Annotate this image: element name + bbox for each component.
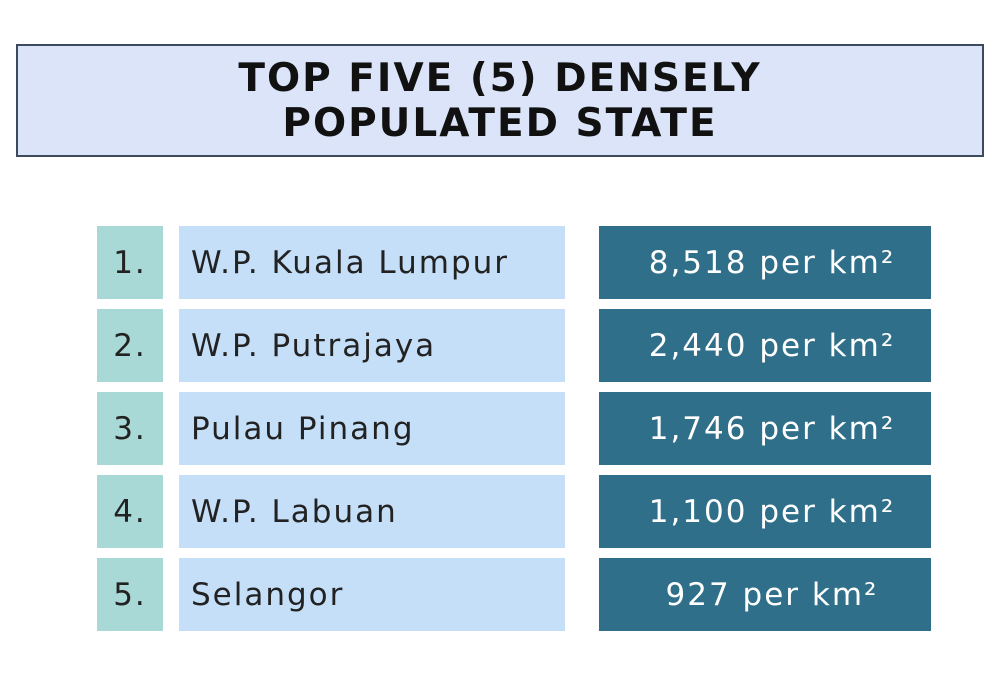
table-row: 5. Selangor 927 per km²	[0, 558, 1000, 631]
rank-cell: 1.	[97, 226, 163, 299]
density-cell: 2,440 per km²	[599, 309, 931, 382]
table-row: 1. W.P. Kuala Lumpur 8,518 per km²	[0, 226, 1000, 299]
state-cell: W.P. Kuala Lumpur	[179, 226, 565, 299]
title: TOP FIVE (5) DENSELY POPULATED STATE	[238, 55, 762, 146]
state-cell: W.P. Labuan	[179, 475, 565, 548]
rank-cell: 4.	[97, 475, 163, 548]
density-cell: 927 per km²	[599, 558, 931, 631]
state-cell: Selangor	[179, 558, 565, 631]
density-cell: 1,746 per km²	[599, 392, 931, 465]
rank-cell: 3.	[97, 392, 163, 465]
table-row: 4. W.P. Labuan 1,100 per km²	[0, 475, 1000, 548]
state-cell: Pulau Pinang	[179, 392, 565, 465]
rank-cell: 5.	[97, 558, 163, 631]
density-cell: 8,518 per km²	[599, 226, 931, 299]
table-row: 2. W.P. Putrajaya 2,440 per km²	[0, 309, 1000, 382]
title-box: TOP FIVE (5) DENSELY POPULATED STATE	[16, 44, 984, 157]
state-cell: W.P. Putrajaya	[179, 309, 565, 382]
rank-cell: 2.	[97, 309, 163, 382]
density-cell: 1,100 per km²	[599, 475, 931, 548]
table-row: 3. Pulau Pinang 1,746 per km²	[0, 392, 1000, 465]
